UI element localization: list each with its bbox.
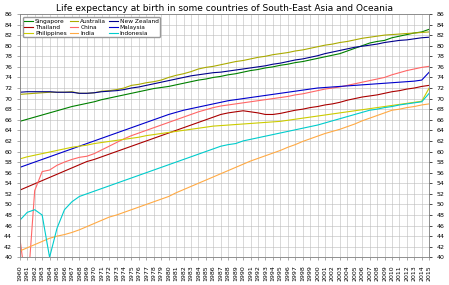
China [255, 99, 261, 102]
Philippines [285, 119, 291, 122]
Indonesia [25, 211, 30, 214]
New Zealand [77, 91, 82, 95]
Line: India: India [20, 104, 429, 251]
Australia [248, 57, 253, 61]
Australia [285, 51, 291, 54]
Indonesia [337, 117, 343, 120]
Line: Thailand: Thailand [20, 86, 429, 190]
India [270, 151, 276, 155]
Malaysia [248, 96, 253, 99]
New Zealand [17, 91, 22, 94]
New Zealand [427, 36, 432, 39]
Line: Indonesia: Indonesia [20, 93, 429, 257]
China [17, 236, 22, 239]
Malaysia [270, 93, 276, 96]
Indonesia [255, 136, 261, 139]
Line: China: China [20, 66, 429, 285]
Malaysia [427, 70, 432, 74]
Singapore [248, 69, 253, 72]
Singapore [25, 117, 30, 121]
Singapore [17, 120, 22, 123]
Australia [427, 30, 432, 34]
India [427, 102, 432, 106]
Australia [166, 76, 172, 79]
Indonesia [173, 160, 179, 164]
Philippines [166, 131, 172, 134]
Malaysia [285, 91, 291, 94]
Philippines [25, 155, 30, 158]
China [277, 96, 283, 99]
Australia [330, 42, 335, 46]
New Zealand [255, 65, 261, 69]
Malaysia [17, 166, 22, 169]
India [166, 195, 172, 198]
Thailand [248, 110, 253, 113]
Philippines [17, 157, 22, 161]
India [17, 249, 22, 253]
Thailand [427, 84, 432, 87]
Thailand [17, 188, 22, 192]
New Zealand [337, 49, 343, 52]
Philippines [330, 112, 335, 116]
Title: Life expectancy at birth in some countries of South-East Asia and Oceania: Life expectancy at birth in some countri… [56, 4, 393, 13]
Singapore [166, 85, 172, 88]
Indonesia [427, 91, 432, 95]
Australia [17, 93, 22, 96]
India [285, 146, 291, 149]
Thailand [25, 185, 30, 189]
Philippines [248, 122, 253, 125]
Australia [25, 92, 30, 95]
Thailand [166, 131, 172, 135]
Indonesia [17, 219, 22, 222]
India [330, 130, 335, 133]
New Zealand [292, 58, 298, 62]
China [337, 85, 343, 89]
Malaysia [330, 85, 335, 89]
Thailand [285, 110, 291, 113]
New Zealand [173, 77, 179, 81]
Line: Philippines: Philippines [20, 88, 429, 159]
Malaysia [25, 163, 30, 166]
India [25, 246, 30, 249]
Singapore [427, 28, 432, 31]
Philippines [427, 86, 432, 90]
Line: Malaysia: Malaysia [20, 72, 429, 167]
Australia [270, 53, 276, 56]
Thailand [270, 113, 276, 116]
Thailand [330, 102, 335, 106]
Philippines [270, 120, 276, 124]
Singapore [285, 62, 291, 66]
Line: New Zealand: New Zealand [20, 37, 429, 93]
China [292, 93, 298, 97]
China [427, 65, 432, 68]
Legend: Singapore, Thailand, Philippines, Australia, China, India, New Zealand, Malaysia: Singapore, Thailand, Philippines, Austra… [23, 17, 160, 37]
China [173, 118, 179, 121]
Malaysia [166, 113, 172, 116]
Indonesia [277, 131, 283, 135]
Singapore [330, 54, 335, 57]
Indonesia [47, 256, 52, 259]
New Zealand [277, 62, 283, 65]
Singapore [270, 65, 276, 69]
India [248, 159, 253, 163]
Line: Australia: Australia [20, 32, 429, 94]
Indonesia [292, 128, 298, 131]
China [32, 189, 37, 192]
Line: Singapore: Singapore [20, 29, 429, 121]
New Zealand [25, 90, 30, 93]
